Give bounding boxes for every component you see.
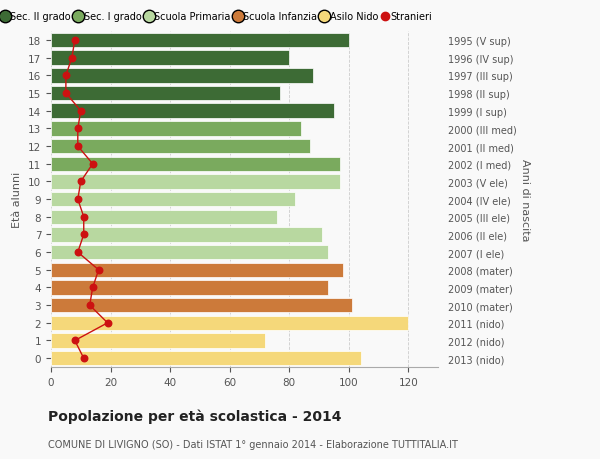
- Bar: [51, 140, 310, 154]
- Text: Popolazione per età scolastica - 2014: Popolazione per età scolastica - 2014: [48, 409, 341, 423]
- Point: [79, 355, 89, 362]
- Point: [73, 249, 83, 256]
- Point: [73, 196, 83, 203]
- Bar: [51, 34, 349, 48]
- Bar: [51, 69, 313, 84]
- Bar: [51, 210, 277, 224]
- Bar: [51, 263, 343, 277]
- Point: [88, 161, 97, 168]
- Point: [61, 90, 71, 97]
- Point: [85, 302, 95, 309]
- Point: [70, 37, 80, 45]
- Bar: [51, 228, 322, 242]
- Point: [76, 108, 86, 115]
- Bar: [51, 175, 340, 189]
- Bar: [51, 122, 301, 136]
- Bar: [51, 246, 328, 260]
- Bar: [51, 157, 340, 172]
- Bar: [51, 192, 295, 207]
- Y-axis label: Anni di nascita: Anni di nascita: [520, 158, 530, 241]
- Bar: [51, 280, 328, 295]
- Y-axis label: Età alunni: Età alunni: [13, 172, 22, 228]
- Point: [79, 231, 89, 239]
- Bar: [51, 298, 352, 313]
- Point: [103, 319, 112, 327]
- Point: [94, 267, 103, 274]
- Bar: [51, 51, 289, 66]
- Point: [73, 143, 83, 151]
- Point: [88, 284, 97, 291]
- Bar: [51, 104, 334, 119]
- Legend: Sec. II grado, Sec. I grado, Scuola Primaria, Scuola Infanzia, Asilo Nido, Stran: Sec. II grado, Sec. I grado, Scuola Prim…: [0, 9, 436, 26]
- Bar: [51, 316, 408, 330]
- Point: [73, 125, 83, 133]
- Text: COMUNE DI LIVIGNO (SO) - Dati ISTAT 1° gennaio 2014 - Elaborazione TUTTITALIA.IT: COMUNE DI LIVIGNO (SO) - Dati ISTAT 1° g…: [48, 440, 458, 449]
- Point: [79, 213, 89, 221]
- Bar: [51, 334, 265, 348]
- Point: [70, 337, 80, 344]
- Point: [67, 55, 77, 62]
- Point: [76, 179, 86, 186]
- Bar: [51, 87, 280, 101]
- Bar: [51, 351, 361, 366]
- Point: [61, 73, 71, 80]
